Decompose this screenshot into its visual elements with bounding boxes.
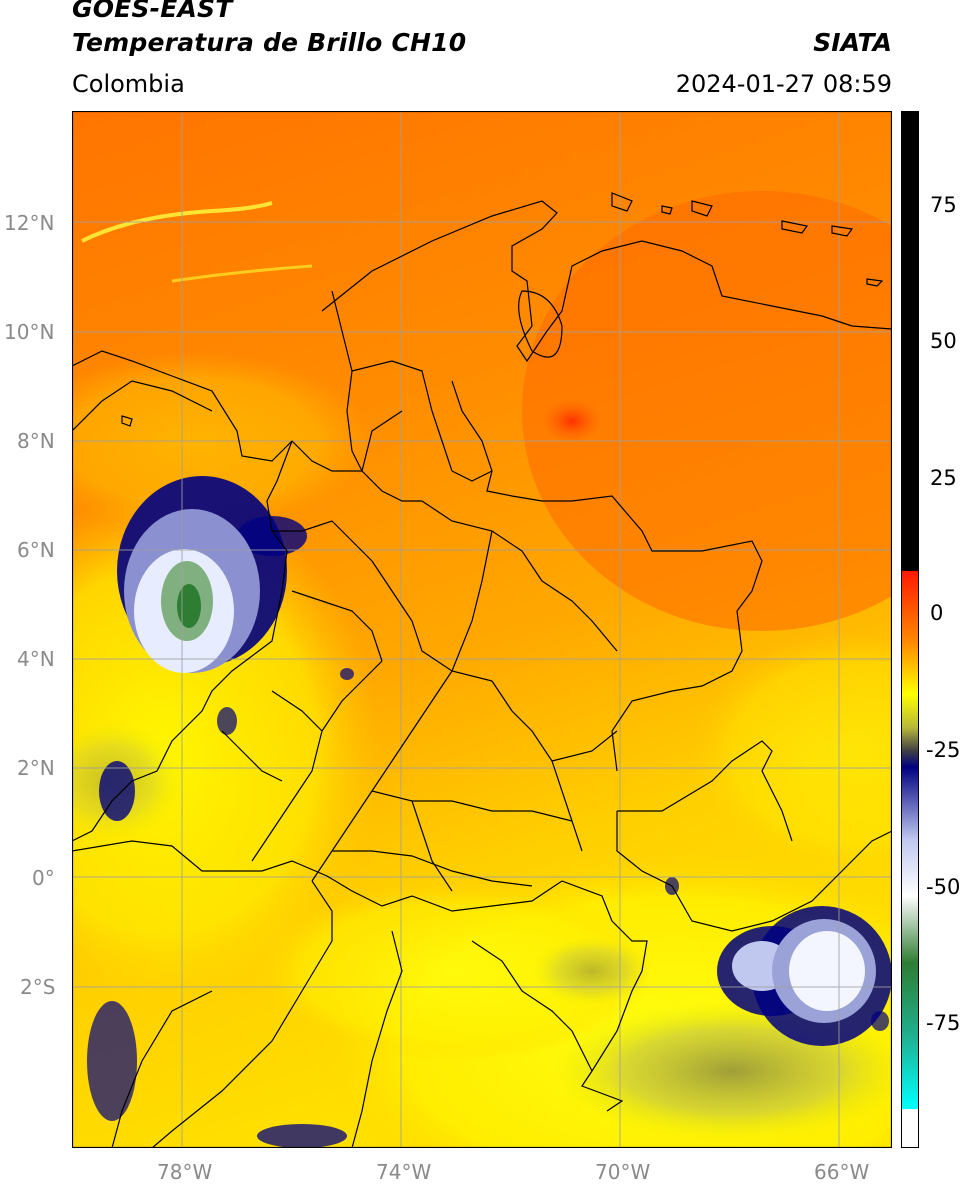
lon-label-78w: 78°W xyxy=(157,1160,213,1184)
lat-label-6n: 6°N xyxy=(17,538,55,562)
map-frame xyxy=(72,111,892,1148)
colorbar-tick-neg25: -25 xyxy=(926,738,961,762)
satellite-map xyxy=(72,111,892,1148)
lat-label-8n: 8°N xyxy=(17,429,55,453)
lat-label-4n: 4°N xyxy=(17,647,55,671)
colorbar-tick-25: 25 xyxy=(930,466,957,490)
colorbar-tick-neg50: -50 xyxy=(926,875,961,899)
lon-label-74w: 74°W xyxy=(376,1160,432,1184)
warm-region xyxy=(522,191,892,631)
map-panel xyxy=(72,111,892,1148)
colorbar xyxy=(901,111,919,1148)
colorbar-tick-0: 0 xyxy=(930,601,944,625)
colorbar-tick-75: 75 xyxy=(930,193,957,217)
brand-label: SIATA xyxy=(813,28,892,57)
product-title: Temperatura de Brillo CH10 xyxy=(72,28,467,57)
region-label: Colombia xyxy=(72,70,185,98)
lon-label-66w: 66°W xyxy=(814,1160,870,1184)
lat-label-2s: 2°S xyxy=(20,975,56,999)
colorbar-tick-neg75: -75 xyxy=(926,1011,961,1035)
satellite-title: GOES-EAST xyxy=(72,0,233,23)
warm-spot xyxy=(542,399,602,443)
storm-cluster-southeast xyxy=(665,877,892,1046)
lat-label-10n: 10°N xyxy=(4,320,55,344)
colorbar-fill xyxy=(901,111,919,1148)
lon-label-70w: 70°W xyxy=(595,1160,651,1184)
datetime-label: 2024-01-27 08:59 xyxy=(675,70,892,98)
lat-label-0: 0° xyxy=(32,866,55,890)
lat-label-2n: 2°N xyxy=(17,756,55,780)
political-borders xyxy=(72,192,892,1148)
colorbar-tick-50: 50 xyxy=(930,329,957,353)
colorbar-frame xyxy=(901,111,919,1148)
lat-label-12n: 12°N xyxy=(4,211,55,235)
